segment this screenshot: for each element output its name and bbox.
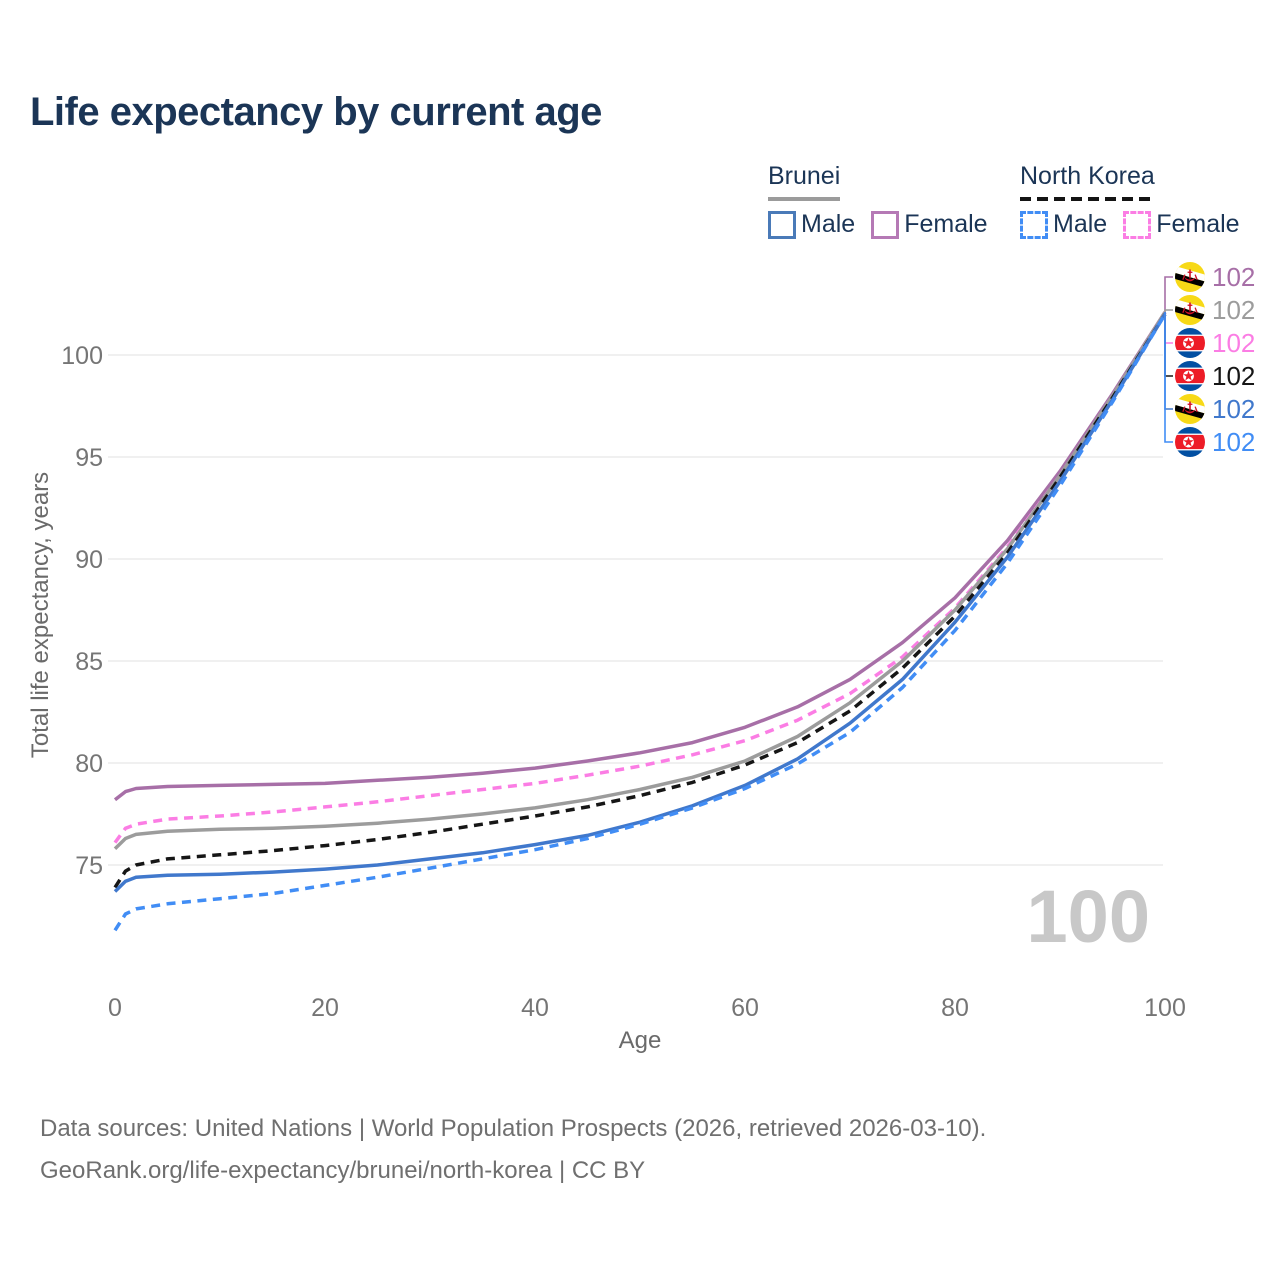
data-sources-text: Data sources: United Nations | World Pop… <box>40 1115 987 1142</box>
end-label-row-0: 102 <box>1175 262 1255 292</box>
y-tick-95: 95 <box>75 444 103 472</box>
label-leader-lines <box>1164 276 1173 443</box>
y-axis-title: Total life expectancy, years <box>27 472 54 758</box>
georank-url-text[interactable]: GeoRank.org/life-expectancy/brunei/north… <box>40 1157 646 1184</box>
leader-line-5 <box>1164 312 1173 443</box>
y-tick-90: 90 <box>75 546 103 574</box>
legend-item-nk-female-label: Female <box>1156 210 1240 238</box>
x-tick-40: 40 <box>521 994 549 1022</box>
end-value: 102 <box>1212 427 1256 457</box>
nk-female-swatch-icon <box>1123 210 1152 239</box>
x-tick-60: 60 <box>731 994 759 1022</box>
legend-item-brunei-male-label: Male <box>801 210 856 238</box>
legend-country-north-korea-label: North Korea <box>1020 162 1155 190</box>
x-tick-100: 100 <box>1144 994 1186 1022</box>
end-label-row-1: 102 <box>1175 295 1255 325</box>
gridlines <box>108 354 1163 866</box>
brunei-flag-icon <box>1175 394 1205 424</box>
legend-country-north-korea[interactable]: North Korea <box>1020 162 1155 201</box>
end-value: 102 <box>1212 361 1256 391</box>
end-value: 102 <box>1212 295 1256 325</box>
series-line-brunei-female[interactable] <box>113 311 1167 802</box>
brunei-flag-icon <box>1175 262 1205 292</box>
brunei-female-swatch-icon <box>871 210 900 239</box>
legend-group-brunei: Brunei Male Female <box>768 162 1004 239</box>
page-title: Life expectancy by current age <box>30 90 602 134</box>
leader-line-2 <box>1164 312 1173 344</box>
end-label-row-3: 102 <box>1175 361 1255 391</box>
legend-item-brunei-male[interactable]: Male <box>768 210 855 239</box>
leader-line-4 <box>1164 312 1173 410</box>
footer: Data sources: United Nations | World Pop… <box>40 1108 986 1192</box>
leader-line-1 <box>1164 309 1173 312</box>
series-line-nk-total[interactable] <box>113 313 1167 889</box>
legend-item-nk-male[interactable]: Male <box>1020 210 1107 239</box>
series-line-brunei-total[interactable] <box>113 311 1167 850</box>
x-axis-title: Age <box>619 1027 662 1054</box>
x-tick-80: 80 <box>941 994 969 1022</box>
axes: 75 80 85 90 95 100 0 20 40 60 80 100 <box>61 342 1186 1022</box>
legend-group-north-korea: North Korea Male Female <box>1020 162 1256 239</box>
end-value: 102 <box>1212 394 1256 424</box>
legend-item-brunei-female-label: Female <box>904 210 988 238</box>
legend-country-brunei[interactable]: Brunei <box>768 162 841 201</box>
north-korea-flag-icon <box>1175 328 1205 358</box>
end-label-row-2: 102 <box>1175 328 1255 358</box>
north-korea-dashed-line-sample <box>1020 197 1155 201</box>
x-tick-0: 0 <box>108 994 122 1022</box>
legend-item-nk-female[interactable]: Female <box>1123 210 1240 239</box>
legend-country-brunei-label: Brunei <box>768 162 841 190</box>
legend-item-brunei-female[interactable]: Female <box>871 210 988 239</box>
series-lines <box>113 311 1167 932</box>
end-value: 102 <box>1212 328 1256 358</box>
y-tick-75: 75 <box>75 852 103 880</box>
series-line-brunei-male[interactable] <box>113 313 1167 893</box>
end-value: 102 <box>1212 262 1256 292</box>
end-label-row-5: 102 <box>1175 427 1255 457</box>
y-tick-100: 100 <box>61 342 103 370</box>
north-korea-flag-icon <box>1175 427 1205 457</box>
brunei-solid-line-sample <box>768 197 841 201</box>
age-counter-watermark: 100 <box>1027 875 1150 958</box>
leader-line-3 <box>1164 312 1173 377</box>
brunei-flag-icon <box>1175 295 1205 325</box>
leader-line-0 <box>1164 276 1173 312</box>
end-label-row-4: 102 <box>1175 394 1255 424</box>
north-korea-flag-icon <box>1175 361 1205 391</box>
y-tick-80: 80 <box>75 750 103 778</box>
x-tick-20: 20 <box>311 994 339 1022</box>
legend-item-nk-male-label: Male <box>1053 210 1108 238</box>
legend: Brunei Male Female North Korea Male <box>0 162 1280 242</box>
series-line-nk-male[interactable] <box>113 313 1167 932</box>
y-tick-85: 85 <box>75 648 103 676</box>
brunei-male-swatch-icon <box>768 210 796 239</box>
nk-male-swatch-icon <box>1020 210 1048 239</box>
